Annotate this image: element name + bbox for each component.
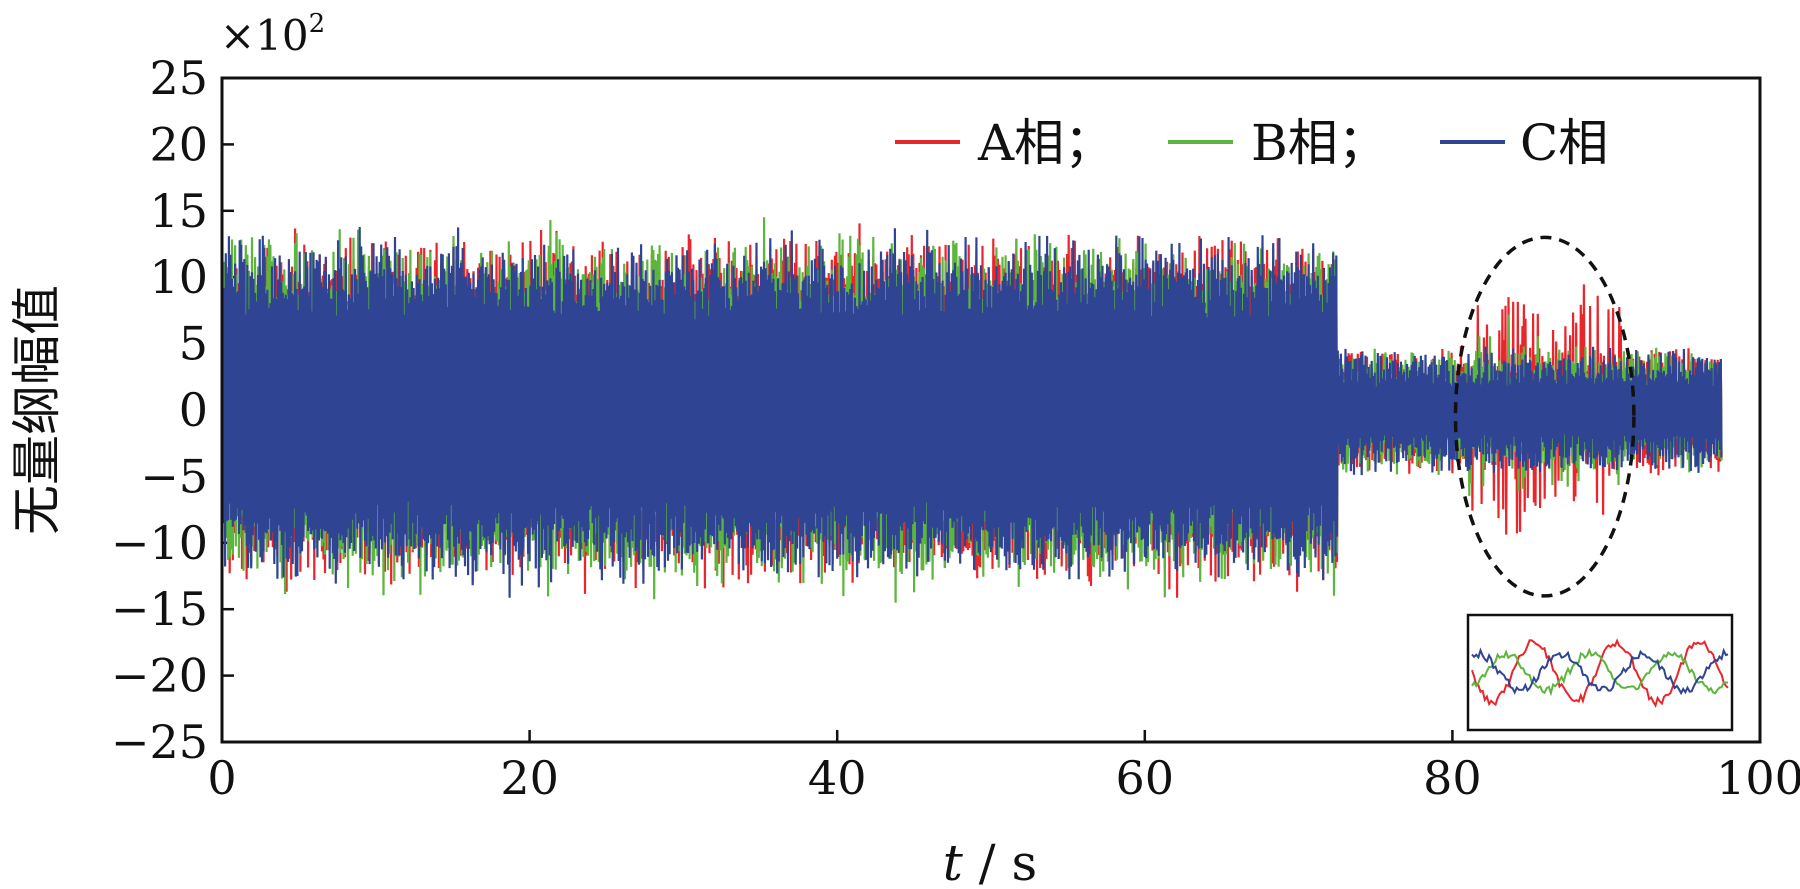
x-tick-label: 40 xyxy=(808,751,867,805)
legend-label-a: A相； xyxy=(977,114,1114,172)
y-tick-label: 20 xyxy=(149,117,208,171)
inset-zoom xyxy=(1466,613,1734,732)
y-tick-label: −25 xyxy=(111,715,208,769)
plot-frame xyxy=(220,76,1762,744)
legend: A相； B相； C相 xyxy=(895,114,1608,172)
inset-line-c xyxy=(1471,647,1729,696)
series-line-c xyxy=(222,226,1723,598)
y-tick-label: −5 xyxy=(140,449,208,503)
inset-lines xyxy=(1471,638,1729,709)
y-scale-factor: ×102 xyxy=(220,9,325,60)
y-axis-title: 无量纲幅值 xyxy=(8,285,66,535)
y-tick-label: 15 xyxy=(149,184,208,238)
x-tick-label: 100 xyxy=(1716,751,1800,805)
ticks-layer: 0 20 40 60 80 100 25 20 15 10 5 0 −5 −10 −15 −20 −25 xyxy=(111,51,1800,805)
y-tick-label: −10 xyxy=(111,516,208,570)
y-tick-label: 0 xyxy=(179,383,208,437)
x-tick-label: 80 xyxy=(1423,751,1482,805)
x-axis-title: t / s xyxy=(943,834,1037,889)
y-tick-label: −15 xyxy=(111,582,208,636)
inset-line-b xyxy=(1471,647,1728,697)
x-tick-label: 20 xyxy=(500,751,559,805)
highlight-ellipse xyxy=(1453,235,1636,598)
legend-label-b: B相； xyxy=(1251,114,1388,172)
legend-label-c: C相 xyxy=(1520,114,1608,172)
y-tick-label: 10 xyxy=(149,250,208,304)
y-tick-label: 25 xyxy=(149,51,208,105)
x-tick-label: 0 xyxy=(207,751,236,805)
series-layer xyxy=(222,217,1723,603)
x-tick-label: 60 xyxy=(1116,751,1175,805)
y-tick-label: −20 xyxy=(111,649,208,703)
inset-line-a xyxy=(1471,638,1729,709)
y-tick-label: 5 xyxy=(179,317,208,371)
